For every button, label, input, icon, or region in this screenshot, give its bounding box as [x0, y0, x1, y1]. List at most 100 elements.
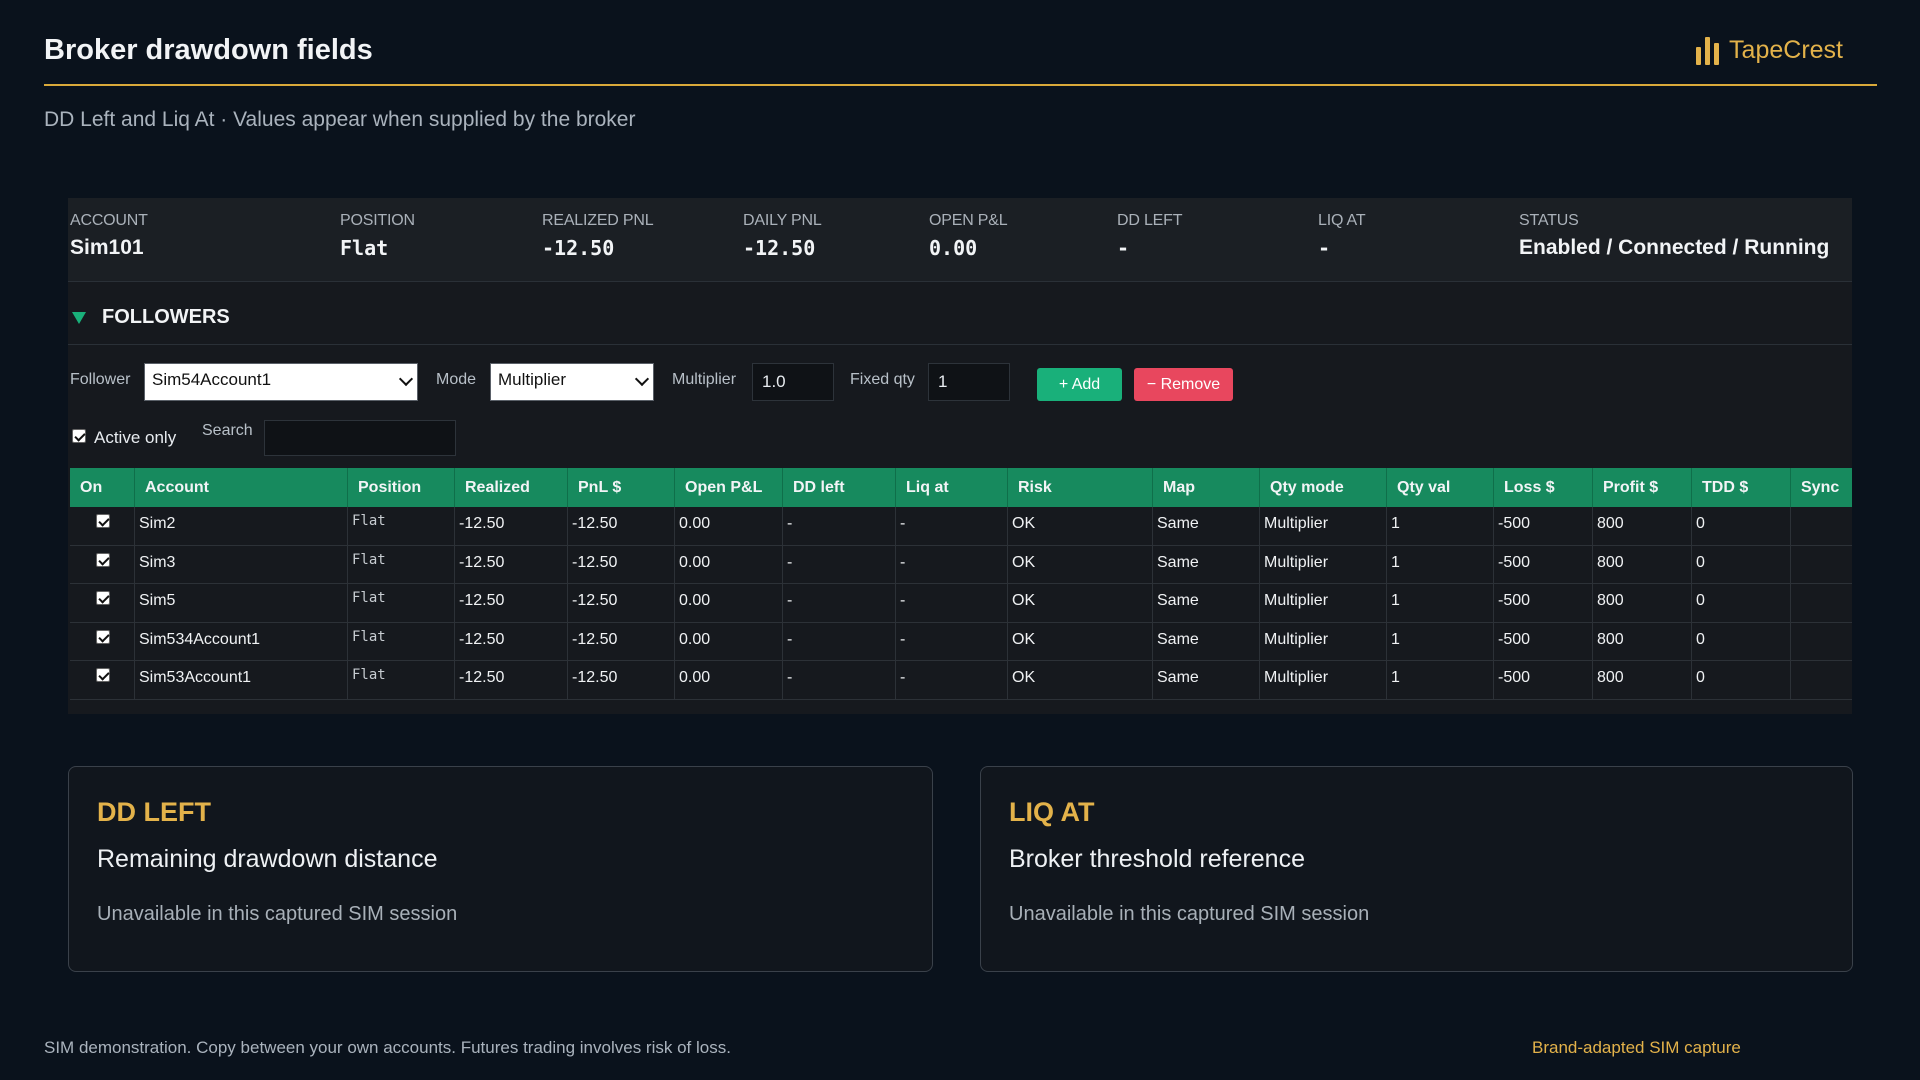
cell-qty-val: 1 — [1387, 622, 1494, 661]
card-note: Unavailable in this captured SIM session — [97, 903, 458, 925]
column-header-qty-mode[interactable]: Qty mode — [1260, 468, 1387, 507]
row-enabled-checkbox[interactable] — [96, 629, 110, 644]
multiplier-input[interactable]: 1.0 — [752, 363, 834, 401]
open-value: 0.00 — [929, 236, 978, 260]
cell-liq-at: - — [896, 545, 1008, 584]
cell-pnl: -12.50 — [568, 584, 675, 622]
cell-open-pnl: 0.00 — [675, 545, 783, 584]
cell-account: Sim534Account1 — [135, 622, 348, 661]
card-subtitle: Remaining drawdown distance — [97, 845, 438, 873]
add-follower-button[interactable]: + Add — [1037, 368, 1122, 401]
column-header-profit[interactable]: Profit $ — [1593, 468, 1692, 507]
cell-sync — [1791, 661, 1852, 699]
column-header-sync[interactable]: Sync — [1801, 479, 1840, 496]
active-only-label: Active only — [94, 428, 177, 447]
follower-select[interactable]: Sim54Account1 — [144, 363, 418, 401]
column-header-liq-at[interactable]: Liq at — [896, 468, 1008, 507]
cell-risk: OK — [1008, 507, 1153, 545]
active-only-checkbox[interactable] — [72, 429, 86, 443]
cell-on — [70, 545, 135, 584]
cell-realized: -12.50 — [455, 661, 568, 699]
search-input[interactable] — [264, 420, 456, 456]
stat-label: OPEN P&L — [929, 212, 1008, 229]
column-header-qty-val[interactable]: Qty val — [1387, 468, 1494, 507]
stat-realized: REALIZED PNL -12.50 — [542, 212, 654, 260]
cell-map: Same — [1153, 545, 1260, 584]
cell-open-pnl: 0.00 — [675, 507, 783, 545]
cell-loss: -500 — [1494, 622, 1593, 661]
cell-liq-at: - — [896, 661, 1008, 699]
cell-open-pnl: 0.00 — [675, 661, 783, 699]
stat-label: ACCOUNT — [70, 212, 148, 229]
cell-qty-mode: Multiplier — [1260, 622, 1387, 661]
cell-on — [70, 622, 135, 661]
stat-liqat: LIQ AT - — [1318, 212, 1366, 260]
column-header-tdd[interactable]: TDD $ — [1692, 468, 1791, 507]
cell-dd-left: - — [783, 622, 896, 661]
multiplier-label: Multiplier — [672, 371, 737, 388]
cell-dd-left: - — [783, 507, 896, 545]
column-header-dd-left[interactable]: DD left — [783, 468, 896, 507]
column-header-pnl[interactable]: PnL $ — [568, 468, 675, 507]
column-header-loss[interactable]: Loss $ — [1494, 468, 1593, 507]
cell-open-pnl: 0.00 — [675, 584, 783, 622]
cell-pnl: -12.50 — [568, 507, 675, 545]
cell-loss: -500 — [1494, 507, 1593, 545]
page-header: Broker drawdown fields TapeCrest — [44, 28, 1877, 86]
table-row[interactable]: Sim2 Flat -12.50 -12.50 0.00- - OK Same Multipli… — [70, 507, 1852, 546]
row-enabled-checkbox[interactable] — [96, 668, 110, 682]
position-value: Flat — [340, 236, 389, 260]
table-row[interactable]: Sim53Account1 Flat -12.50 -12.50 0.00- - OK Sam… — [70, 661, 1852, 700]
column-header-open-pnl[interactable]: Open P&L — [675, 468, 783, 507]
stat-label: DD LEFT — [1117, 212, 1183, 229]
bar-chart-icon — [1696, 36, 1720, 65]
table-row[interactable]: Sim5 Flat -12.50 -12.50 0.00- - OK Same Multipli… — [70, 584, 1852, 623]
stat-label: POSITION — [340, 212, 415, 229]
search-label: Search — [202, 422, 253, 439]
cell-qty-mode: Multiplier — [1260, 584, 1387, 622]
cell-profit: 800 — [1593, 622, 1692, 661]
follower-controls: Follower Sim54Account1 Mode Multiplier M… — [70, 363, 1850, 403]
column-header-risk[interactable]: Risk — [1008, 468, 1153, 507]
cell-tdd: 0 — [1692, 622, 1791, 661]
column-header-position[interactable]: Position — [348, 468, 455, 507]
cell-map: Same — [1153, 661, 1260, 699]
cell-sync — [1791, 507, 1852, 545]
cell-realized: -12.50 — [455, 584, 568, 622]
remove-follower-button[interactable]: − Remove — [1134, 368, 1233, 401]
column-header-map[interactable]: Map — [1153, 468, 1260, 507]
realized-value: -12.50 — [542, 236, 615, 260]
status-value: Enabled / Connected / Running — [1519, 236, 1830, 259]
cell-pnl: -12.50 — [568, 622, 675, 661]
cell-realized: -12.50 — [455, 507, 568, 545]
brand-name: TapeCrest — [1729, 36, 1843, 64]
mode-select-value: Multiplier — [498, 370, 567, 389]
mode-select[interactable]: Multiplier — [490, 363, 654, 401]
follower-select-value: Sim54Account1 — [152, 370, 272, 389]
column-header-realized[interactable]: Realized — [455, 468, 568, 507]
filter-row: Active only Search — [70, 420, 1070, 460]
row-enabled-checkbox[interactable] — [96, 514, 110, 528]
cell-on — [70, 507, 135, 545]
fixed-qty-input[interactable]: 1 — [928, 363, 1010, 401]
cell-loss: -500 — [1494, 545, 1593, 584]
column-header-account[interactable]: Account — [135, 468, 348, 507]
cell-dd-left: - — [783, 661, 896, 699]
follower-label: Follower — [70, 371, 131, 388]
cell-dd-left: - — [783, 545, 896, 584]
cell-sync — [1791, 623, 1852, 661]
table-row[interactable]: Sim3 Flat -12.50 -12.50 0.00- - OK Same Multipli… — [70, 545, 1852, 584]
column-header-on[interactable]: On — [70, 468, 135, 507]
row-enabled-checkbox[interactable] — [96, 591, 110, 605]
cell-liq-at: - — [896, 584, 1008, 622]
row-enabled-checkbox[interactable] — [96, 552, 110, 567]
cell-tdd: 0 — [1692, 584, 1791, 622]
cell-loss: -500 — [1494, 584, 1593, 622]
followers-toggle[interactable]: FOLLOWERS — [68, 291, 1852, 345]
stat-ddleft: DD LEFT - — [1117, 212, 1182, 260]
table-row[interactable]: Sim534Account1 Flat -12.50 -12.50 0.00- - OK Sa… — [70, 622, 1852, 661]
cell-position: Flat — [348, 661, 455, 699]
cell-on — [70, 661, 135, 699]
cell-position: Flat — [348, 622, 455, 661]
stat-account: ACCOUNT Sim101 — [70, 212, 148, 260]
